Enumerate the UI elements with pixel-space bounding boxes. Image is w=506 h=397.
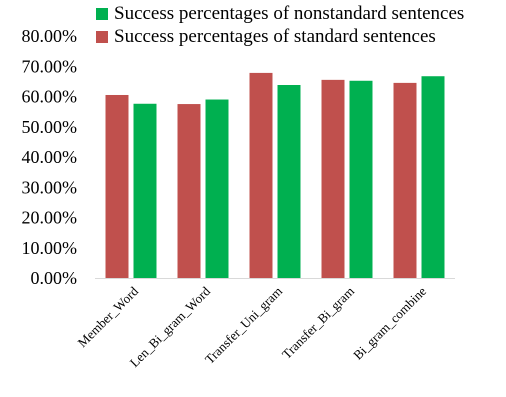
x-category-label: Bi_gram_combine — [350, 283, 429, 362]
bar-nonstandard-4 — [421, 76, 445, 278]
y-tick-label: 70.00% — [22, 56, 78, 76]
y-tick-label: 30.00% — [22, 177, 78, 197]
bar-standard-1 — [177, 104, 201, 278]
bar-nonstandard-0 — [133, 103, 157, 278]
bar-nonstandard-1 — [205, 99, 229, 279]
x-category-label: Transfer_Bi_gram — [279, 284, 357, 362]
legend: Success percentages of nonstandard sente… — [96, 2, 464, 48]
bar-standard-0 — [105, 94, 129, 278]
legend-swatch-nonstandard — [96, 7, 108, 20]
legend-label-standard: Success percentages of standard sentence… — [114, 26, 436, 47]
x-category-label: Len_Bi_gram_Word — [127, 283, 214, 370]
y-tick-label: 20.00% — [22, 208, 78, 228]
y-tick-label: 60.00% — [22, 87, 78, 107]
x-category-label: Transfer_Uni_gram — [202, 284, 285, 367]
legend-label-nonstandard: Success percentages of nonstandard sente… — [114, 3, 465, 24]
legend-item-nonstandard: Success percentages of nonstandard sente… — [96, 2, 464, 25]
y-axis-ticks: 0.00% 10.00% 20.00% 30.00% 40.00% 50.00% 60.00… — [22, 26, 78, 288]
bar-standard-3 — [321, 79, 345, 278]
legend-item-standard: Success percentages of standard sentence… — [96, 25, 464, 48]
bars — [105, 72, 445, 279]
x-category-label: Member_Word — [75, 283, 142, 350]
y-tick-label: 80.00% — [22, 26, 78, 46]
y-tick-label: 0.00% — [31, 268, 78, 288]
bar-standard-4 — [393, 82, 417, 278]
x-axis-labels: Member_WordLen_Bi_gram_WordTransfer_Uni_… — [75, 283, 430, 370]
bar-standard-2 — [249, 72, 273, 278]
legend-swatch-standard — [96, 30, 108, 43]
y-tick-label: 10.00% — [22, 238, 78, 258]
bar-nonstandard-3 — [349, 80, 373, 279]
y-tick-label: 40.00% — [22, 147, 78, 167]
y-tick-label: 50.00% — [22, 117, 78, 137]
bar-nonstandard-2 — [277, 85, 301, 278]
